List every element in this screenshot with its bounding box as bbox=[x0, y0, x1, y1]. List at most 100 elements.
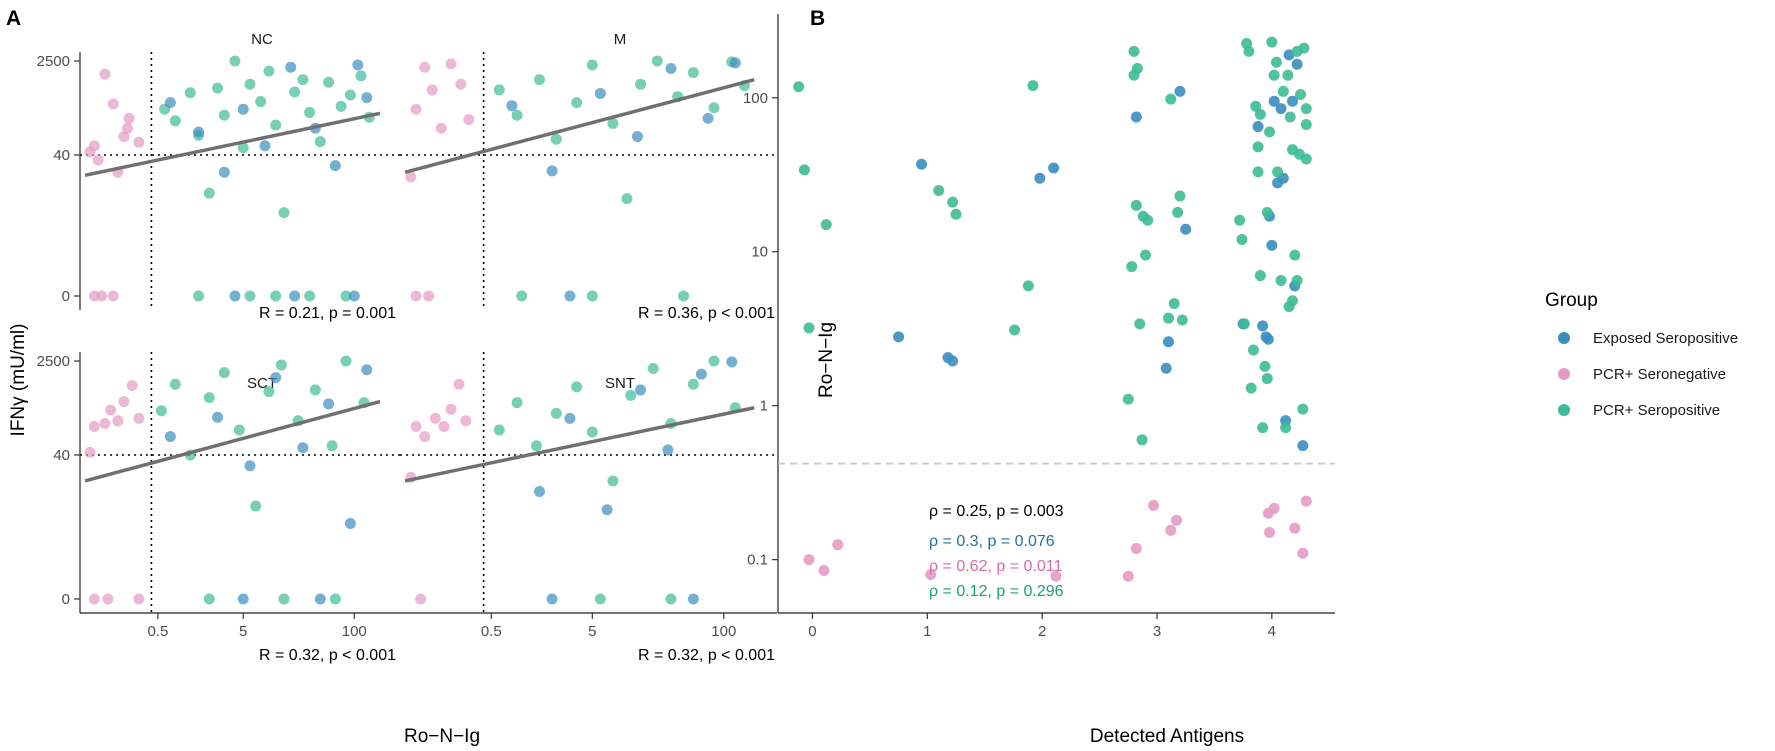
data-point bbox=[92, 154, 104, 166]
x-tick-label: 0 bbox=[808, 623, 816, 640]
x-tick-label: 5 bbox=[239, 623, 247, 640]
data-point bbox=[410, 103, 422, 115]
y-tick-label: 0 bbox=[62, 288, 70, 305]
data-point bbox=[708, 102, 720, 114]
stat-exposed: ρ = 0.3, p = 0.076 bbox=[929, 533, 1055, 550]
facet-stat: R = 0.32, p < 0.001 bbox=[259, 647, 396, 664]
x-tick-label: 2 bbox=[1038, 623, 1046, 640]
data-point bbox=[107, 98, 119, 110]
data-point bbox=[289, 86, 301, 98]
x-tick-label: 4 bbox=[1268, 623, 1276, 640]
data-point bbox=[550, 407, 562, 419]
data-point bbox=[270, 290, 282, 302]
data-point bbox=[1272, 166, 1284, 178]
data-point bbox=[96, 290, 108, 302]
data-point bbox=[99, 417, 111, 429]
panel-a-axes: 0 40 2500 0 40 2500 0.5 5 100 0.5 5 100 bbox=[37, 52, 777, 640]
x-tick-label: 100 bbox=[342, 623, 367, 640]
data-point bbox=[564, 290, 576, 302]
data-point bbox=[263, 386, 275, 398]
data-point bbox=[1262, 333, 1274, 345]
data-point bbox=[1257, 422, 1269, 434]
legend: Group Exposed Seropositive PCR+ Seronega… bbox=[1545, 290, 1738, 419]
data-point bbox=[793, 81, 805, 93]
data-point bbox=[237, 103, 249, 115]
data-point bbox=[933, 184, 945, 196]
data-point bbox=[203, 593, 215, 605]
data-point bbox=[625, 389, 637, 401]
data-point bbox=[1009, 324, 1021, 336]
data-point bbox=[1264, 126, 1276, 138]
data-point bbox=[1022, 280, 1034, 292]
data-point bbox=[263, 65, 275, 77]
data-point bbox=[594, 593, 606, 605]
data-point bbox=[203, 392, 215, 404]
data-point bbox=[304, 290, 316, 302]
panel-b-y-title: Ro−N−Ig bbox=[816, 322, 837, 398]
panel-b-axes: 0.1 1 10 100 0 1 2 3 4 bbox=[743, 14, 1335, 640]
stat-pcr-positive: ρ = 0.12, p = 0.296 bbox=[929, 583, 1064, 600]
data-point bbox=[244, 78, 256, 90]
data-point bbox=[651, 55, 663, 67]
trend-line bbox=[404, 406, 755, 483]
x-tick-label: 5 bbox=[588, 623, 596, 640]
data-point bbox=[1298, 42, 1310, 54]
data-point bbox=[493, 424, 505, 436]
data-point bbox=[99, 68, 111, 80]
data-point bbox=[702, 112, 714, 124]
data-point bbox=[133, 412, 145, 424]
data-point bbox=[516, 290, 528, 302]
data-point bbox=[818, 564, 830, 576]
data-point bbox=[329, 593, 341, 605]
data-point bbox=[237, 593, 249, 605]
data-point bbox=[1174, 190, 1186, 202]
data-point bbox=[586, 59, 598, 71]
data-point bbox=[687, 378, 699, 390]
data-point bbox=[169, 378, 181, 390]
data-point bbox=[1148, 499, 1160, 511]
data-point bbox=[164, 431, 176, 443]
data-point bbox=[1176, 314, 1188, 326]
data-point bbox=[1243, 45, 1255, 57]
data-point bbox=[229, 55, 241, 67]
legend-title: Group bbox=[1545, 290, 1598, 311]
data-point bbox=[105, 404, 117, 416]
data-point bbox=[1297, 440, 1309, 452]
data-point bbox=[335, 100, 347, 112]
data-point bbox=[678, 290, 690, 302]
data-point bbox=[340, 290, 352, 302]
data-point bbox=[1122, 393, 1134, 405]
data-point bbox=[1122, 570, 1134, 582]
data-point bbox=[1234, 214, 1246, 226]
data-point bbox=[102, 593, 114, 605]
data-point bbox=[410, 421, 422, 433]
legend-key-exposed bbox=[1558, 332, 1570, 344]
data-point bbox=[1282, 69, 1294, 81]
data-point bbox=[511, 397, 523, 409]
panel-a: NC R = 0.21, p = 0.001 M R = 0.36, p < 0… bbox=[8, 31, 777, 747]
data-point bbox=[1140, 249, 1152, 261]
data-point bbox=[1291, 58, 1303, 70]
trend-line bbox=[404, 77, 755, 174]
panel-a-label: A bbox=[6, 7, 21, 30]
data-point bbox=[88, 421, 100, 433]
data-point bbox=[107, 290, 119, 302]
data-point bbox=[695, 368, 707, 380]
data-point bbox=[493, 84, 505, 96]
data-point bbox=[1261, 206, 1273, 218]
data-point bbox=[607, 117, 619, 129]
data-point bbox=[1297, 403, 1309, 415]
data-point bbox=[435, 122, 447, 134]
data-point bbox=[1162, 336, 1174, 348]
data-point bbox=[445, 403, 457, 415]
data-point bbox=[533, 485, 545, 497]
data-point bbox=[511, 109, 523, 121]
data-point bbox=[419, 61, 431, 73]
data-point bbox=[820, 219, 832, 231]
data-point bbox=[665, 593, 677, 605]
x-tick-label: 100 bbox=[711, 623, 736, 640]
data-point bbox=[460, 415, 472, 427]
data-point bbox=[832, 539, 844, 551]
trend-line bbox=[84, 111, 381, 178]
data-point bbox=[1275, 275, 1287, 287]
